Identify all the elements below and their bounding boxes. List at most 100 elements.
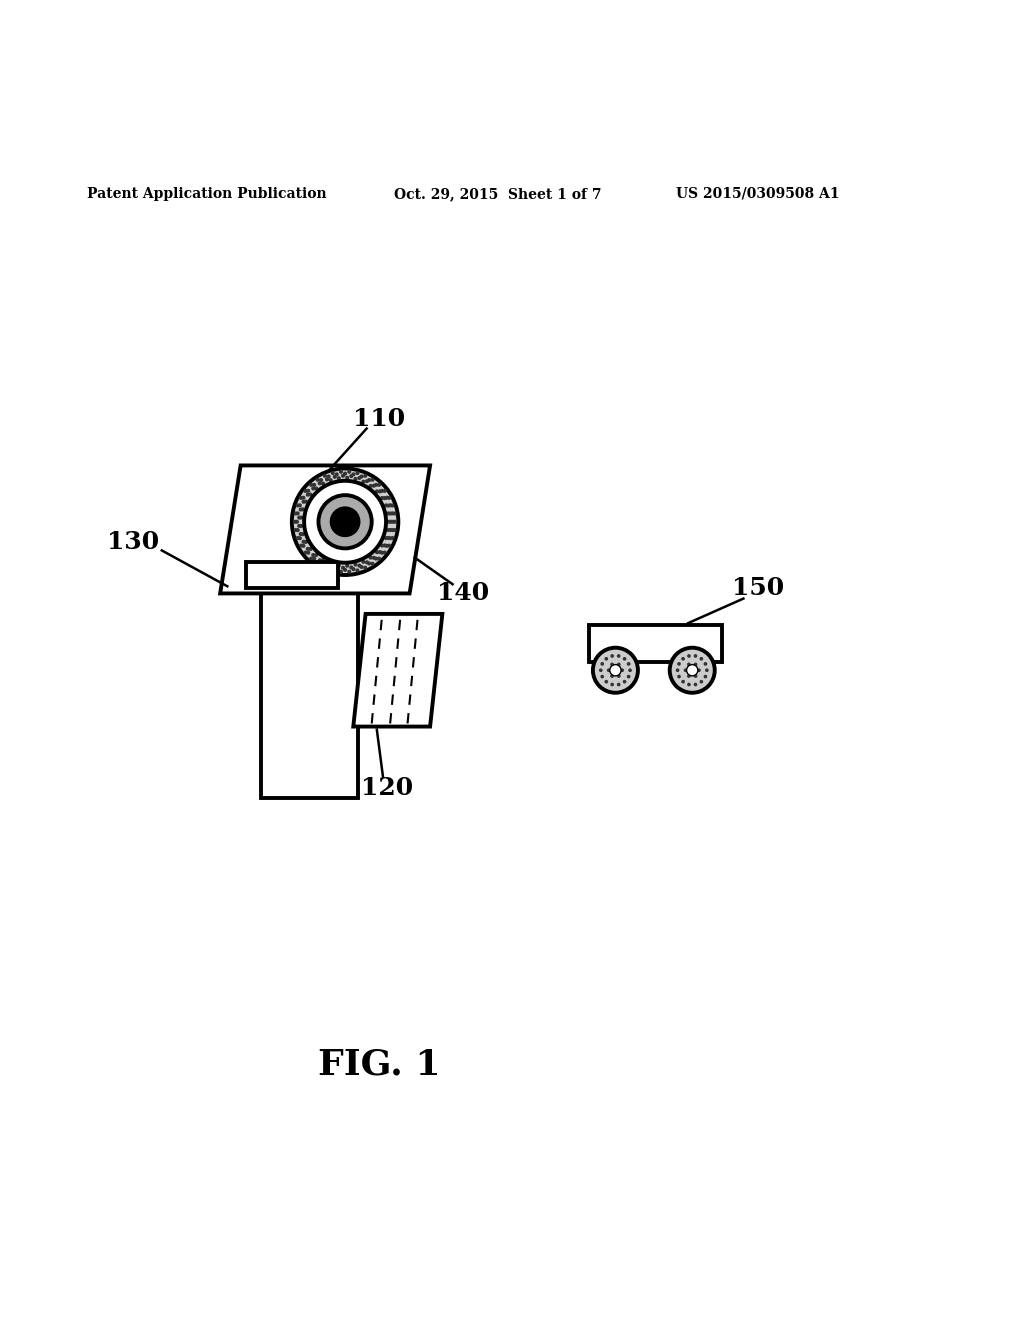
Circle shape [298, 536, 302, 540]
Circle shape [314, 553, 318, 557]
Circle shape [386, 528, 390, 532]
Circle shape [299, 516, 303, 520]
Circle shape [317, 482, 322, 486]
Circle shape [687, 664, 698, 676]
Circle shape [333, 565, 337, 569]
Circle shape [349, 474, 353, 478]
Circle shape [610, 682, 614, 686]
Circle shape [607, 668, 610, 672]
Circle shape [343, 568, 347, 572]
Circle shape [390, 503, 394, 507]
Circle shape [384, 536, 388, 540]
Circle shape [322, 482, 326, 486]
Circle shape [380, 496, 384, 500]
Circle shape [593, 648, 638, 693]
Circle shape [341, 474, 345, 478]
Circle shape [374, 557, 378, 561]
Circle shape [343, 471, 347, 475]
Circle shape [604, 657, 608, 660]
Circle shape [391, 520, 395, 524]
Bar [589, 626, 722, 663]
Circle shape [355, 471, 359, 475]
Circle shape [296, 511, 300, 515]
Text: 150: 150 [732, 577, 783, 601]
Circle shape [301, 507, 305, 511]
Circle shape [616, 675, 621, 678]
Circle shape [377, 557, 381, 561]
Text: 130: 130 [108, 531, 159, 554]
Circle shape [600, 663, 604, 665]
Circle shape [627, 675, 631, 678]
Circle shape [371, 478, 375, 482]
Circle shape [687, 682, 691, 686]
Text: US 2015/0309508 A1: US 2015/0309508 A1 [676, 187, 840, 201]
Circle shape [298, 503, 302, 507]
Bar [246, 562, 338, 589]
Circle shape [392, 511, 396, 516]
Circle shape [304, 540, 308, 544]
Circle shape [375, 550, 379, 554]
Circle shape [386, 536, 390, 540]
Circle shape [306, 546, 310, 550]
Circle shape [319, 478, 324, 482]
Circle shape [378, 490, 382, 494]
Circle shape [306, 492, 310, 496]
Circle shape [600, 675, 604, 678]
Circle shape [599, 668, 602, 672]
Circle shape [623, 680, 627, 684]
Text: Patent Application Publication: Patent Application Publication [87, 187, 327, 201]
Circle shape [390, 536, 394, 540]
Circle shape [374, 483, 378, 487]
Circle shape [296, 528, 300, 532]
Circle shape [387, 496, 391, 500]
Circle shape [388, 511, 392, 516]
Circle shape [357, 477, 361, 480]
Circle shape [616, 663, 621, 667]
Circle shape [359, 474, 364, 479]
Circle shape [301, 500, 305, 504]
Circle shape [365, 560, 369, 565]
Circle shape [335, 568, 339, 572]
Circle shape [386, 503, 390, 508]
Circle shape [295, 520, 299, 524]
Circle shape [372, 483, 376, 488]
Circle shape [687, 675, 691, 678]
Circle shape [699, 680, 703, 684]
Circle shape [308, 492, 312, 496]
Circle shape [372, 556, 376, 560]
Circle shape [676, 668, 680, 672]
Circle shape [315, 562, 319, 566]
Circle shape [296, 536, 300, 540]
Circle shape [337, 477, 341, 480]
Circle shape [361, 479, 366, 483]
Circle shape [301, 532, 305, 536]
Circle shape [325, 562, 329, 566]
Circle shape [335, 473, 339, 477]
Circle shape [315, 478, 319, 482]
Circle shape [684, 668, 687, 672]
Circle shape [697, 668, 700, 672]
Circle shape [331, 507, 359, 536]
Polygon shape [353, 614, 442, 726]
Circle shape [393, 520, 397, 524]
Circle shape [390, 511, 394, 515]
Circle shape [378, 550, 382, 554]
Circle shape [365, 479, 369, 483]
Text: Oct. 29, 2015  Sheet 1 of 7: Oct. 29, 2015 Sheet 1 of 7 [394, 187, 602, 201]
Circle shape [628, 668, 632, 672]
Circle shape [385, 544, 389, 548]
Circle shape [312, 557, 316, 561]
Circle shape [294, 528, 298, 532]
Circle shape [297, 516, 301, 520]
Circle shape [323, 566, 327, 570]
Circle shape [337, 564, 341, 568]
Circle shape [345, 475, 349, 480]
Circle shape [681, 657, 685, 660]
Circle shape [297, 524, 301, 528]
Circle shape [296, 503, 300, 507]
Text: 120: 120 [361, 776, 413, 800]
Circle shape [293, 520, 297, 524]
Circle shape [380, 544, 384, 548]
Circle shape [367, 561, 372, 565]
Circle shape [304, 480, 386, 562]
